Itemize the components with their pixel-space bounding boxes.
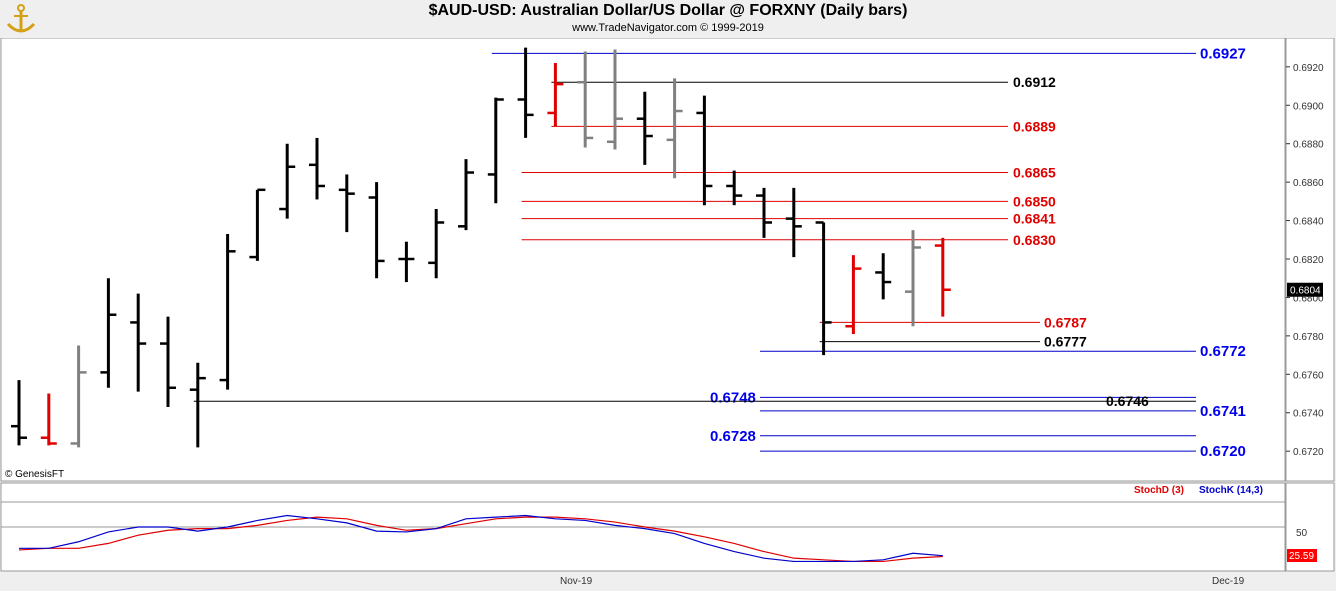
- stochastic-layer: [1, 501, 1285, 563]
- price-tick-label: 0.6920: [1293, 63, 1324, 74]
- ohlc-bar: [458, 159, 474, 231]
- x-label-nov: Nov-19: [560, 576, 593, 587]
- ohlc-bar: [249, 188, 266, 261]
- stoch-d-line: [18, 516, 943, 563]
- ohlc-bar: [11, 380, 27, 446]
- stoch-last-label: 25.59: [1289, 551, 1314, 562]
- genesis-copyright: © GenesisFT: [5, 469, 64, 480]
- ohlc-bar: [428, 209, 445, 279]
- ohlc-bar: [845, 255, 862, 334]
- ohlc-bar: [130, 293, 147, 392]
- ohlc-bar: [666, 78, 683, 179]
- ohlc-bar: [785, 187, 802, 258]
- ohlc-bar: [160, 316, 176, 407]
- level-label-0.6748: 0.6748: [710, 389, 756, 406]
- ohlc-bar: [607, 49, 623, 150]
- level-label-0.6912: 0.6912: [1013, 74, 1056, 90]
- level-label-0.6720: 0.6720: [1200, 443, 1246, 460]
- level-label-0.6850: 0.6850: [1013, 193, 1056, 209]
- price-tick-label: 0.6780: [1293, 332, 1324, 343]
- price-tick-label: 0.6740: [1293, 409, 1324, 420]
- chart-header: $AUD-USD: Australian Dollar/US Dollar @ …: [0, 0, 1336, 38]
- stoch-k-line: [19, 514, 943, 563]
- level-label-0.6777: 0.6777: [1044, 334, 1087, 350]
- level-label-0.6865: 0.6865: [1013, 165, 1056, 181]
- price-tick-label: 0.6860: [1293, 178, 1324, 189]
- price-tick-label: 0.6760: [1293, 370, 1324, 381]
- price-tick-label: 0.6880: [1293, 140, 1324, 151]
- ohlc-bar: [487, 97, 504, 204]
- price-axis: 0.6720 0.6740 0.6760 0.6780 0.6800 0.6820 0.68…: [1286, 63, 1324, 458]
- ohlc-bar: [577, 51, 594, 148]
- anchor-logo-icon: [6, 4, 36, 33]
- bars-layer: [11, 47, 951, 448]
- ohlc-bar: [547, 62, 564, 127]
- ohlc-bar: [338, 174, 355, 233]
- ohlc-bar: [100, 278, 117, 388]
- ohlc-bar: [726, 170, 743, 206]
- x-label-dec: Dec-19: [1212, 576, 1245, 587]
- ohlc-bar: [189, 362, 206, 448]
- price-tick-label: 0.6720: [1293, 447, 1324, 458]
- price-tick-label: 0.6840: [1293, 217, 1324, 228]
- stoch-d-legend: StochD (3): [1134, 485, 1184, 496]
- price-axis-panel: [1285, 37, 1335, 482]
- level-label-0.6772: 0.6772: [1200, 343, 1246, 360]
- ohlc-bar: [70, 345, 87, 448]
- level-label-0.6746: 0.6746: [1106, 393, 1149, 409]
- time-axis: [1, 572, 1334, 590]
- chart-subtitle: www.TradeNavigator.com © 1999-2019: [572, 22, 764, 34]
- level-label-0.6841: 0.6841: [1013, 211, 1056, 227]
- ohlc-bar: [756, 187, 772, 238]
- last-price-label: 0.6804: [1290, 286, 1321, 297]
- level-label-0.6830: 0.6830: [1013, 232, 1056, 248]
- ohlc-bar: [905, 230, 921, 327]
- level-label-0.6741: 0.6741: [1200, 403, 1246, 420]
- level-label-0.6927: 0.6927: [1200, 45, 1246, 62]
- stoch-level-label: 50: [1296, 528, 1308, 539]
- ohlc-bar: [219, 234, 236, 390]
- ohlc-bar: [279, 143, 296, 219]
- ohlc-bar: [696, 95, 713, 206]
- ohlc-bar: [934, 237, 951, 317]
- levels-layer: 0.6927 0.6912 0.6889 0.6865 0.6850 0.6841 0.68…: [193, 45, 1246, 460]
- ohlc-bar: [309, 137, 325, 200]
- level-label-0.6889: 0.6889: [1013, 118, 1056, 134]
- level-label-0.6728: 0.6728: [710, 428, 756, 445]
- stoch-last-badge: [1287, 549, 1317, 562]
- ohlc-bar: [517, 47, 534, 138]
- price-tick-label: 0.6800: [1293, 293, 1324, 304]
- ohlc-bar: [815, 221, 832, 356]
- price-tick-label: 0.6900: [1293, 101, 1324, 112]
- ohlc-bar: [398, 241, 415, 283]
- level-label-0.6787: 0.6787: [1044, 314, 1087, 330]
- ohlc-bar: [875, 253, 892, 300]
- price-tick-label: 0.6820: [1293, 255, 1324, 266]
- chart-title: $AUD-USD: Australian Dollar/US Dollar @ …: [428, 2, 908, 19]
- ohlc-bar: [368, 182, 385, 279]
- ohlc-bar: [636, 91, 653, 165]
- main-panel: [0, 37, 1286, 482]
- last-price-badge: [1287, 282, 1323, 297]
- stoch-k-legend: StochK (14,3): [1199, 485, 1263, 496]
- ohlc-bar: [40, 393, 57, 446]
